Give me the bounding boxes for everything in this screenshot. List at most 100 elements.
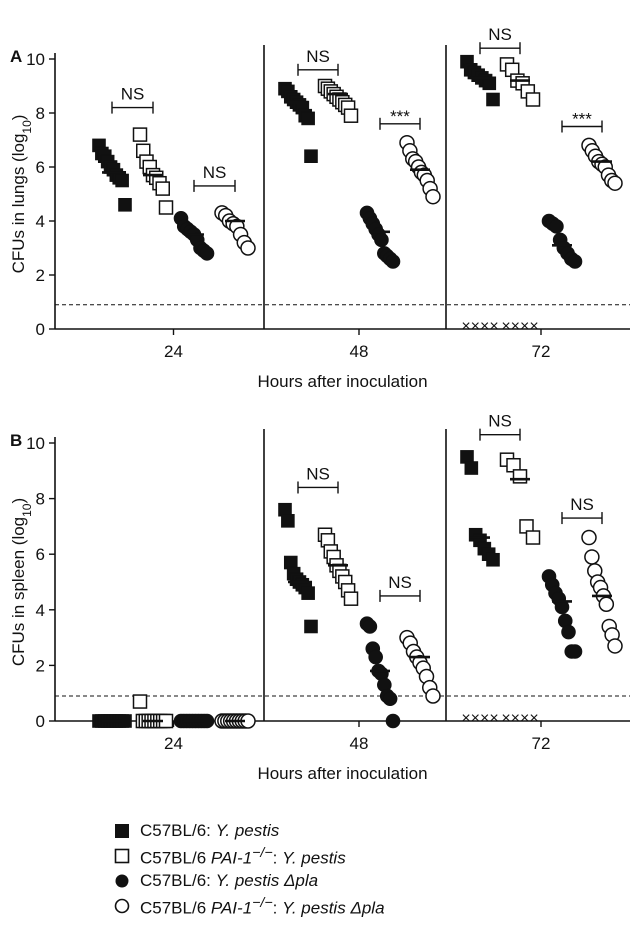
below-limit-mark: × <box>511 710 520 727</box>
below-limit-mark: × <box>489 710 498 727</box>
data-point-filled-square <box>281 514 295 528</box>
data-point-open-square <box>512 469 528 484</box>
data-point-filled-circle <box>561 624 576 640</box>
x-tick-label: 48 <box>350 734 369 753</box>
y-tick-label: 8 <box>36 104 45 123</box>
open-circle-icon <box>114 898 130 913</box>
data-point-filled-circle <box>385 713 401 729</box>
significance-label: *** <box>390 107 410 126</box>
x-axis-label: Hours after inoculation <box>257 764 427 783</box>
below-limit-mark: × <box>461 710 470 727</box>
legend-item-wt-ypestis: C57BL/6: Y. pestis <box>112 818 385 843</box>
x-tick-label: 72 <box>532 342 551 361</box>
data-point-open-square <box>158 200 174 215</box>
data-point-open-square <box>525 530 541 545</box>
legend-text: C57BL/6: Y. pestis <box>140 821 280 840</box>
data-point-filled-circle <box>554 599 570 615</box>
panel-label: B <box>10 431 22 450</box>
below-limit-mark: × <box>511 318 520 335</box>
data-point-filled-circle <box>362 619 378 634</box>
data-point-filled-circle <box>385 254 401 269</box>
data-point-open-square <box>343 108 359 123</box>
data-point-open-circle <box>607 638 623 654</box>
data-point-filled-circle <box>567 644 583 659</box>
data-point-filled-circle <box>199 246 215 261</box>
data-point-filled-circle <box>382 691 398 707</box>
y-tick-label: 2 <box>36 266 45 285</box>
data-point-filled-square <box>304 619 318 634</box>
y-tick-label: 10 <box>26 50 45 69</box>
data-point-filled-square <box>486 92 500 107</box>
data-point-filled-square <box>301 586 315 600</box>
data-point-filled-square <box>486 552 500 567</box>
below-limit-mark: × <box>520 318 529 335</box>
significance-label: NS <box>121 85 145 104</box>
data-point-filled-circle <box>374 232 389 248</box>
data-point-open-square <box>525 92 541 107</box>
legend-item-wt-ypestis-dpla: C57BL/6: Y. pestis Δpla <box>112 868 385 893</box>
significance-label: NS <box>488 25 512 44</box>
data-point-filled-square <box>118 198 132 212</box>
significance-label: NS <box>306 464 330 483</box>
significance-label: NS <box>488 412 512 431</box>
legend-item-ko-ypestis-dpla: C57BL/6 PAI-1−/−: Y. pestis Δpla <box>112 893 385 918</box>
significance-label: NS <box>203 163 227 182</box>
data-point-open-circle <box>581 529 597 546</box>
filled-square-icon <box>115 823 129 838</box>
data-point-open-square <box>132 127 148 142</box>
data-point-filled-square <box>464 461 479 475</box>
data-point-filled-circle <box>567 254 583 269</box>
significance-label: NS <box>306 47 330 66</box>
below-limit-mark: × <box>501 710 510 727</box>
y-tick-label: 10 <box>26 434 45 453</box>
legend: C57BL/6: Y. pestis C57BL/6 PAI-1−/−: Y. … <box>112 818 385 918</box>
x-axis-label: Hours after inoculation <box>257 372 427 391</box>
filled-circle-icon <box>115 874 129 887</box>
y-axis-label: CFUs in lungs (log10) <box>9 115 34 274</box>
y-tick-label: 4 <box>36 601 45 620</box>
y-tick-label: 0 <box>36 320 45 339</box>
below-limit-mark: × <box>501 318 510 335</box>
data-point-open-square <box>132 694 148 709</box>
legend-item-ko-ypestis: C57BL/6 PAI-1−/−: Y. pestis <box>112 843 385 868</box>
x-tick-label: 72 <box>532 734 551 753</box>
open-square-icon <box>114 848 130 863</box>
y-tick-label: 6 <box>36 545 45 564</box>
panel-label: A <box>10 47 22 66</box>
below-limit-mark: × <box>480 318 489 335</box>
significance-label: NS <box>388 573 412 592</box>
below-limit-mark: × <box>529 318 538 335</box>
data-point-open-circle <box>425 188 441 205</box>
data-point-open-circle <box>607 175 623 191</box>
y-tick-label: 6 <box>36 158 45 177</box>
data-point-open-circle <box>584 549 600 565</box>
data-point-filled-square <box>301 111 315 126</box>
significance-label: *** <box>572 110 592 129</box>
legend-text: C57BL/6: Y. pestis Δpla <box>140 871 319 890</box>
legend-text: C57BL/6 PAI-1−/−: Y. pestis Δpla <box>140 894 385 918</box>
data-point-filled-circle <box>549 219 564 234</box>
below-limit-mark: × <box>471 710 480 727</box>
x-tick-label: 24 <box>164 734 183 753</box>
y-tick-label: 8 <box>36 490 45 509</box>
data-point-open-square <box>343 591 359 606</box>
below-limit-mark: × <box>529 710 538 727</box>
y-tick-label: 4 <box>36 212 45 231</box>
data-point-filled-circle <box>368 649 383 665</box>
below-limit-mark: × <box>480 710 489 727</box>
significance-label: NS <box>570 495 594 514</box>
data-point-filled-square <box>304 149 318 163</box>
below-limit-mark: × <box>461 318 470 335</box>
data-point-filled-square <box>115 173 129 188</box>
data-point-open-square <box>155 181 170 196</box>
y-axis-label: CFUs in spleen (log10) <box>9 498 34 666</box>
x-tick-label: 48 <box>350 342 369 361</box>
y-tick-label: 0 <box>36 712 45 731</box>
x-tick-label: 24 <box>164 342 183 361</box>
data-point-open-circle <box>425 688 441 704</box>
below-limit-mark: × <box>520 710 529 727</box>
data-point-open-circle <box>240 240 256 256</box>
below-limit-mark: × <box>471 318 480 335</box>
